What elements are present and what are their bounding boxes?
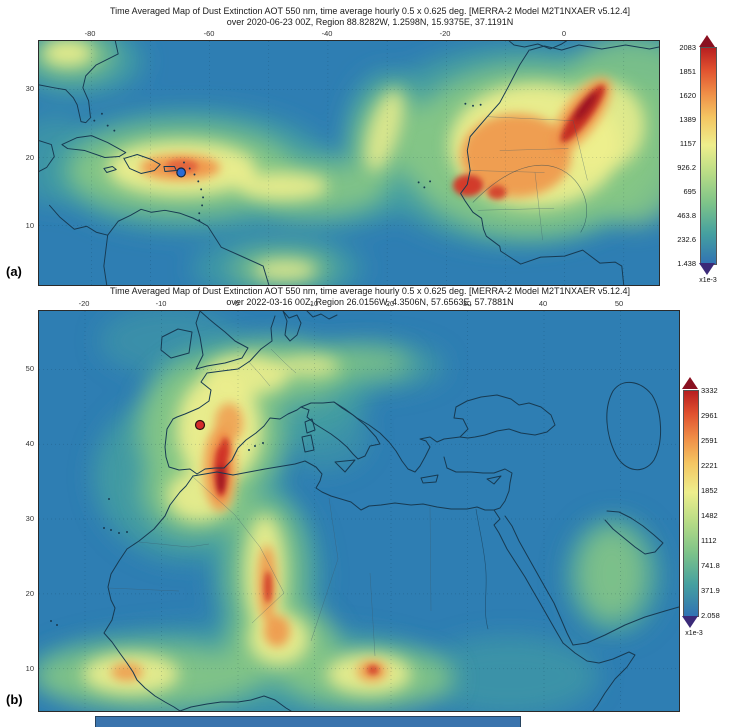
station-marker-a: [176, 167, 186, 178]
colorbar-b-min-arrow: [682, 616, 698, 628]
colorbar-b-tick-7: 741.8: [701, 561, 720, 570]
panel-b-title-line2: over 2022-03-16 00Z, Region 26.0156W, 4.…: [226, 297, 514, 308]
axis-tick-b-top-7: 50: [614, 299, 624, 308]
axis-tick-b-top-1: -10: [155, 299, 167, 308]
dust-plume-red-layer: [165, 84, 605, 200]
colorbar-a-gradient: [700, 47, 717, 265]
colorbar-b-tick-0: 3332: [701, 386, 718, 395]
axis-tick-a-left-0: 30: [25, 84, 34, 93]
colorbar-a-tick-1: 1851: [679, 67, 696, 76]
panel-a-title-line1: Time Averaged Map of Dust Extinction AOT…: [109, 6, 631, 16]
axis-tick-b-top-6: 40: [538, 299, 548, 308]
dust-plume-red-layer: [214, 437, 379, 675]
panel-a-label: (a): [6, 264, 22, 279]
island-dots-a: [93, 102, 482, 222]
axis-tick-b-top-4: 20: [385, 299, 395, 308]
axis-tick-a-top-1: -60: [203, 29, 215, 38]
island-dots-b: [50, 442, 264, 626]
coastlines-a: [39, 41, 659, 285]
map-panel-b: [38, 310, 680, 712]
coastlines-b: [103, 311, 679, 711]
panel-a-title-line2: over 2020-06-23 00Z, Region 88.8282W, 1.…: [226, 17, 514, 28]
map-panel-a: [38, 40, 660, 286]
panel-a-title: Time Averaged Map of Dust Extinction AOT…: [40, 6, 700, 29]
colorbar-a-tick-8: 232.6: [677, 235, 696, 244]
axis-tick-b-left-2: 30: [25, 514, 34, 523]
axis-tick-b-left-1: 40: [25, 439, 34, 448]
map-b-canvas: [39, 311, 679, 711]
colorbar-a-max-arrow: [699, 35, 715, 47]
colorbar-b-tick-5: 1482: [701, 511, 718, 520]
colorbar-a-scale-note: x1e-3: [699, 277, 717, 284]
axis-tick-b-top-5: 30: [462, 299, 472, 308]
panel-b-title-line1: Time Averaged Map of Dust Extinction AOT…: [109, 286, 631, 296]
colorbar-a-tick-3: 1389: [679, 115, 696, 124]
colorbar-b-scale-note: x1e-3: [685, 630, 703, 637]
axis-tick-a-top-4: 0: [561, 29, 567, 38]
colorbar-a-tick-6: 695: [683, 187, 696, 196]
cropped-panel-strip: [95, 716, 521, 727]
axis-tick-b-top-0: -20: [78, 299, 90, 308]
axis-tick-a-top-0: -80: [84, 29, 96, 38]
colorbar-b-gradient: [683, 390, 699, 617]
colorbar-b-tick-4: 1852: [701, 486, 718, 495]
colorbar-b-max-arrow: [682, 377, 698, 389]
panel-b-label: (b): [6, 692, 23, 707]
colorbar-b-tick-8: 371.9: [701, 586, 720, 595]
axis-tick-a-left-1: 20: [25, 153, 34, 162]
country-borders-b: [107, 348, 432, 657]
panel-b-title: Time Averaged Map of Dust Extinction AOT…: [40, 286, 700, 309]
axis-tick-b-top-2: 0: [234, 299, 240, 308]
axis-tick-b-left-3: 20: [25, 589, 34, 598]
colorbar-b-tick-3: 2221: [701, 461, 718, 470]
colorbar-a-tick-2: 1620: [679, 91, 696, 100]
map-a-canvas: [39, 41, 659, 285]
axis-tick-b-top-3: 10: [309, 299, 319, 308]
colorbar-a-tick-9: 1.438: [677, 259, 696, 268]
country-borders-a: [470, 116, 588, 241]
graticule-a: [39, 41, 659, 285]
colorbar-b-tick-2: 2591: [701, 436, 718, 445]
graticule-b: [39, 311, 679, 711]
axis-tick-a-top-3: -20: [439, 29, 451, 38]
colorbar-b-tick-1: 2961: [701, 411, 718, 420]
colorbar-a-tick-5: 926.2: [677, 163, 696, 172]
colorbar-a-tick-4: 1157: [679, 139, 696, 148]
axis-tick-b-left-0: 50: [25, 364, 34, 373]
axis-tick-a-top-2: -40: [321, 29, 333, 38]
station-marker-b: [194, 419, 206, 431]
colorbar-a-tick-7: 463.8: [677, 211, 696, 220]
colorbar-b-tick-9: 2.058: [701, 611, 720, 620]
colorbar-b-tick-6: 1112: [701, 536, 717, 545]
colorbar-a-min-arrow: [699, 263, 715, 275]
colorbar-a-tick-0: 2083: [679, 43, 696, 52]
axis-tick-b-left-4: 10: [25, 664, 34, 673]
axis-tick-a-left-2: 10: [25, 221, 34, 230]
